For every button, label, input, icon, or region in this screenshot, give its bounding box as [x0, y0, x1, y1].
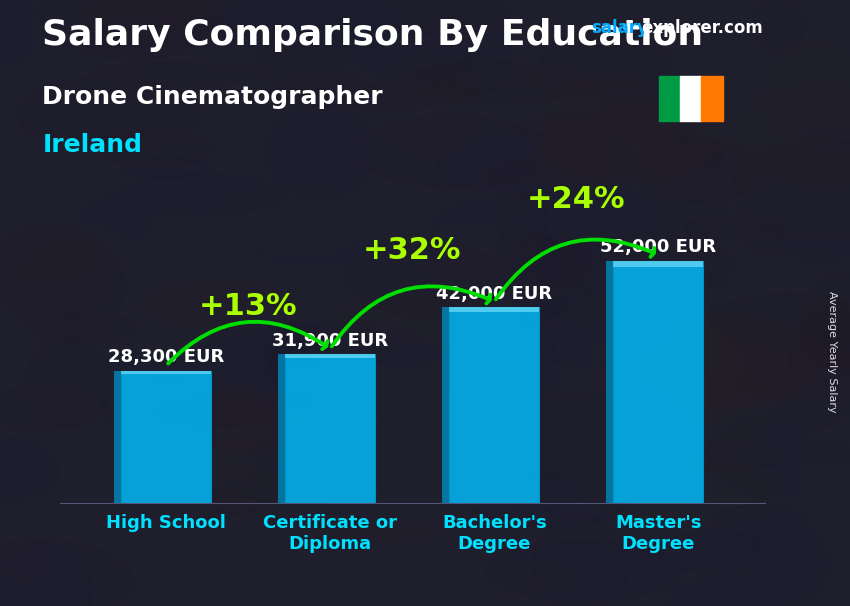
Bar: [278, 355, 285, 503]
Ellipse shape: [801, 128, 850, 147]
Ellipse shape: [689, 367, 769, 450]
Ellipse shape: [94, 18, 269, 47]
Text: 52,000 EUR: 52,000 EUR: [600, 238, 717, 256]
Bar: [285, 355, 376, 503]
Ellipse shape: [347, 242, 505, 316]
Ellipse shape: [686, 294, 850, 399]
Ellipse shape: [366, 0, 510, 36]
Bar: [442, 307, 449, 503]
Ellipse shape: [141, 281, 302, 330]
Text: salary: salary: [591, 19, 648, 38]
Ellipse shape: [18, 77, 201, 152]
Text: Salary Comparison By Education: Salary Comparison By Education: [42, 18, 704, 52]
Ellipse shape: [287, 0, 423, 48]
Ellipse shape: [498, 195, 548, 247]
Ellipse shape: [82, 193, 155, 242]
Ellipse shape: [157, 395, 344, 426]
Ellipse shape: [532, 76, 677, 178]
Bar: [449, 307, 540, 312]
Ellipse shape: [657, 141, 727, 242]
Ellipse shape: [663, 441, 782, 471]
Ellipse shape: [723, 87, 850, 186]
Text: Average Yearly Salary: Average Yearly Salary: [827, 291, 837, 412]
Text: Drone Cinematographer: Drone Cinematographer: [42, 85, 383, 109]
Text: explorer.com: explorer.com: [642, 19, 763, 38]
Ellipse shape: [763, 40, 850, 145]
Ellipse shape: [224, 454, 366, 504]
Ellipse shape: [539, 98, 721, 184]
Text: +24%: +24%: [527, 185, 626, 213]
Ellipse shape: [0, 544, 92, 606]
Ellipse shape: [98, 130, 212, 167]
Ellipse shape: [255, 241, 454, 267]
Bar: [680, 76, 701, 121]
Text: 42,000 EUR: 42,000 EUR: [436, 285, 552, 302]
Ellipse shape: [354, 343, 443, 366]
Ellipse shape: [513, 115, 641, 141]
Ellipse shape: [468, 474, 628, 527]
Bar: [114, 371, 121, 503]
Bar: [121, 371, 212, 375]
Bar: [613, 261, 704, 503]
Ellipse shape: [598, 87, 700, 147]
Ellipse shape: [0, 0, 35, 68]
Ellipse shape: [731, 141, 850, 238]
Ellipse shape: [332, 295, 515, 341]
Ellipse shape: [742, 225, 785, 252]
Ellipse shape: [459, 394, 664, 479]
Text: +32%: +32%: [363, 236, 462, 265]
Ellipse shape: [0, 438, 59, 501]
Bar: [449, 307, 540, 503]
Text: +13%: +13%: [199, 292, 298, 321]
Ellipse shape: [178, 391, 303, 450]
Ellipse shape: [355, 116, 553, 187]
Ellipse shape: [557, 419, 654, 505]
Bar: [121, 371, 212, 503]
Ellipse shape: [612, 333, 669, 422]
Ellipse shape: [265, 105, 375, 199]
Ellipse shape: [667, 355, 731, 421]
Ellipse shape: [536, 127, 614, 194]
Ellipse shape: [632, 313, 824, 408]
Text: Ireland: Ireland: [42, 133, 143, 158]
Bar: [285, 355, 376, 358]
Ellipse shape: [175, 467, 297, 517]
Text: 31,900 EUR: 31,900 EUR: [272, 331, 388, 350]
Ellipse shape: [36, 312, 134, 343]
Ellipse shape: [355, 32, 472, 82]
Bar: [613, 261, 704, 267]
Bar: [606, 261, 613, 503]
Ellipse shape: [83, 0, 214, 32]
Bar: [659, 76, 680, 121]
Ellipse shape: [586, 459, 780, 527]
Ellipse shape: [560, 235, 734, 298]
Ellipse shape: [92, 350, 286, 381]
Bar: [701, 76, 722, 121]
Text: 28,300 EUR: 28,300 EUR: [108, 348, 224, 367]
Ellipse shape: [437, 49, 512, 93]
Ellipse shape: [398, 63, 590, 103]
Ellipse shape: [801, 272, 850, 370]
Ellipse shape: [592, 318, 740, 414]
Ellipse shape: [0, 387, 93, 430]
Ellipse shape: [311, 521, 438, 543]
Ellipse shape: [121, 158, 211, 178]
Ellipse shape: [497, 206, 601, 314]
Ellipse shape: [279, 73, 376, 107]
Ellipse shape: [631, 140, 764, 201]
Ellipse shape: [194, 439, 264, 477]
Ellipse shape: [517, 295, 666, 366]
